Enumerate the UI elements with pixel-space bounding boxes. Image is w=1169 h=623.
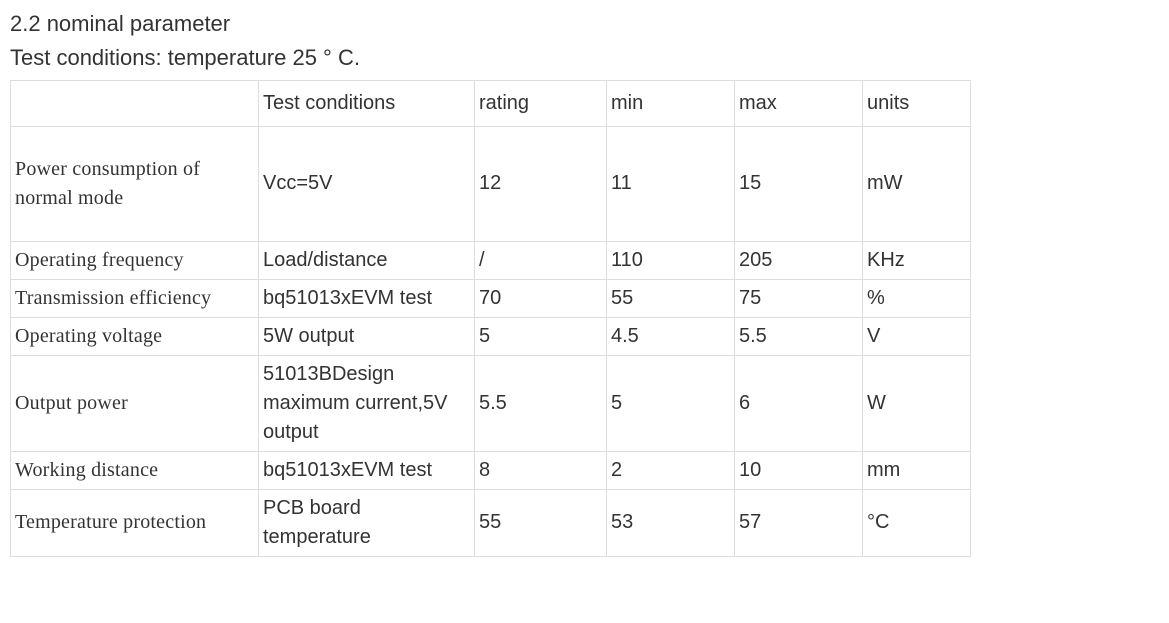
- table-cell: 70: [475, 279, 607, 317]
- table-cell: 5: [607, 355, 735, 451]
- table-cell: %: [863, 279, 971, 317]
- table-header-cell: rating: [475, 80, 607, 126]
- table-cell: 11: [607, 126, 735, 241]
- table-cell: 51013BDesign maximum current,5V output: [259, 355, 475, 451]
- param-name-cell: Operating frequency: [11, 241, 259, 279]
- table-cell: KHz: [863, 241, 971, 279]
- param-name-cell: Output power: [11, 355, 259, 451]
- param-name-cell: Transmission efficiency: [11, 279, 259, 317]
- table-cell: 5.5: [475, 355, 607, 451]
- table-cell: 8: [475, 451, 607, 489]
- table-cell: 6: [735, 355, 863, 451]
- section-heading: 2.2 nominal parameter: [10, 8, 1159, 40]
- table-cell: mm: [863, 451, 971, 489]
- test-conditions-line: Test conditions: temperature 25 ° C.: [10, 42, 1159, 74]
- table-header-cell: units: [863, 80, 971, 126]
- table-row: Operating frequency Load/distance / 110 …: [11, 241, 971, 279]
- table-header-row: Test conditions rating min max units: [11, 80, 971, 126]
- table-row: Transmission efficiency bq51013xEVM test…: [11, 279, 971, 317]
- table-cell: V: [863, 317, 971, 355]
- table-cell: mW: [863, 126, 971, 241]
- table-cell: bq51013xEVM test: [259, 279, 475, 317]
- table-cell: 5: [475, 317, 607, 355]
- param-name-cell: Operating voltage: [11, 317, 259, 355]
- table-cell: 10: [735, 451, 863, 489]
- param-name-cell: Temperature protection: [11, 489, 259, 556]
- table-header-cell: Test conditions: [259, 80, 475, 126]
- table-cell: °C: [863, 489, 971, 556]
- table-cell: 12: [475, 126, 607, 241]
- table-row: Power consumption of normal mode Vcc=5V …: [11, 126, 971, 241]
- table-row: Output power 51013BDesign maximum curren…: [11, 355, 971, 451]
- table-header-cell: min: [607, 80, 735, 126]
- table-cell: 205: [735, 241, 863, 279]
- table-cell: Vcc=5V: [259, 126, 475, 241]
- table-cell: /: [475, 241, 607, 279]
- table-header-cell: max: [735, 80, 863, 126]
- table-cell: 75: [735, 279, 863, 317]
- table-cell: 5W output: [259, 317, 475, 355]
- page: 2.2 nominal parameter Test conditions: t…: [0, 0, 1169, 567]
- table-cell: 53: [607, 489, 735, 556]
- table-cell: W: [863, 355, 971, 451]
- table-row: Working distance bq51013xEVM test 8 2 10…: [11, 451, 971, 489]
- table-cell: 4.5: [607, 317, 735, 355]
- table-cell: 110: [607, 241, 735, 279]
- table-cell: 57: [735, 489, 863, 556]
- table-row: Operating voltage 5W output 5 4.5 5.5 V: [11, 317, 971, 355]
- table-cell: bq51013xEVM test: [259, 451, 475, 489]
- param-name-cell: Power consumption of normal mode: [11, 126, 259, 241]
- table-cell: 5.5: [735, 317, 863, 355]
- table-cell: 15: [735, 126, 863, 241]
- param-name-cell: Working distance: [11, 451, 259, 489]
- table-cell: 55: [607, 279, 735, 317]
- table-cell: Load/distance: [259, 241, 475, 279]
- table-cell: 55: [475, 489, 607, 556]
- table-cell: 2: [607, 451, 735, 489]
- table-header-cell: [11, 80, 259, 126]
- table-row: Temperature protection PCB board tempera…: [11, 489, 971, 556]
- nominal-parameter-table: Test conditions rating min max units Pow…: [10, 80, 971, 557]
- table-cell: PCB board temperature: [259, 489, 475, 556]
